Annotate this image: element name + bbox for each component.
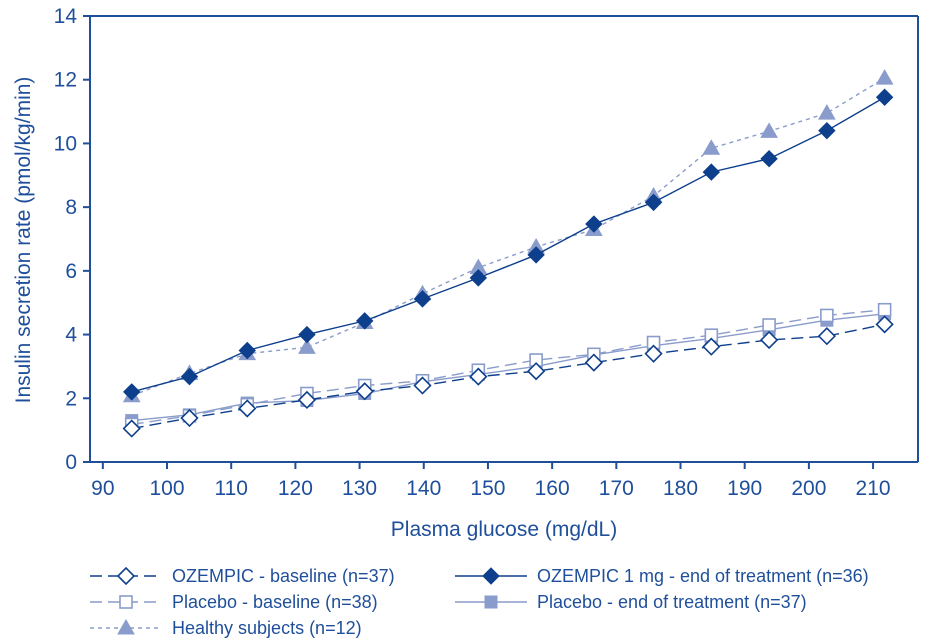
legend-item: OZEMPIC 1 mg - end of treatment (n=36) bbox=[455, 566, 869, 586]
data-point bbox=[875, 69, 894, 85]
y-tick-label: 6 bbox=[65, 260, 77, 283]
series bbox=[122, 69, 894, 438]
x-tick-label: 140 bbox=[406, 477, 441, 500]
data-point bbox=[526, 362, 546, 381]
data-point bbox=[702, 139, 721, 155]
x-ticks: 90 100 110 120 130 140 150 160 170 180 190 200 210 bbox=[91, 462, 891, 500]
data-point bbox=[760, 122, 778, 138]
legend-marker bbox=[119, 595, 133, 609]
data-point bbox=[469, 367, 488, 386]
series-2 bbox=[124, 302, 892, 432]
legend-marker bbox=[484, 595, 498, 609]
x-tick-label: 190 bbox=[727, 477, 762, 500]
axes bbox=[89, 15, 919, 463]
data-point bbox=[877, 302, 892, 317]
data-point bbox=[413, 290, 432, 308]
data-point bbox=[355, 382, 374, 401]
legend-label: Placebo - baseline (n=38) bbox=[172, 592, 378, 612]
data-point bbox=[644, 344, 663, 363]
legend-item: Healthy subjects (n=12) bbox=[90, 618, 362, 638]
data-point bbox=[817, 104, 836, 120]
x-tick-label: 110 bbox=[214, 477, 247, 500]
data-point bbox=[122, 419, 141, 438]
data-point bbox=[585, 215, 603, 233]
data-point bbox=[356, 312, 374, 330]
x-tick-label: 90 bbox=[91, 477, 114, 500]
legend: OZEMPIC - baseline (n=37) OZEMPIC 1 mg - … bbox=[90, 566, 869, 638]
data-point bbox=[760, 150, 778, 168]
legend-marker bbox=[482, 567, 500, 585]
data-point bbox=[469, 269, 488, 287]
data-point bbox=[527, 246, 545, 264]
x-axis-title: Plasma glucose (mg/dL) bbox=[391, 518, 617, 541]
legend-item: Placebo - end of treatment (n=37) bbox=[455, 592, 807, 612]
data-point bbox=[875, 315, 894, 334]
series-0 bbox=[122, 315, 894, 438]
x-tick-label: 160 bbox=[535, 477, 570, 500]
legend-marker bbox=[116, 566, 136, 586]
data-point bbox=[820, 308, 834, 323]
legend-label: Placebo - end of treatment (n=37) bbox=[537, 592, 807, 612]
series-line bbox=[131, 77, 885, 397]
y-axis-title: Insulin secretion rate (pmol/kg/min) bbox=[12, 77, 35, 404]
data-point bbox=[413, 376, 432, 395]
x-tick-label: 130 bbox=[342, 477, 377, 500]
legend-item: Placebo - baseline (n=38) bbox=[90, 592, 378, 612]
legend-item: OZEMPIC - baseline (n=37) bbox=[90, 566, 395, 586]
legend-label: OZEMPIC - baseline (n=37) bbox=[172, 566, 395, 586]
x-tick-label: 170 bbox=[599, 477, 634, 500]
data-point bbox=[762, 318, 776, 332]
series-4 bbox=[122, 69, 894, 403]
series-1 bbox=[123, 88, 894, 401]
x-tick-label: 150 bbox=[470, 477, 505, 500]
data-point bbox=[238, 341, 256, 360]
series-line bbox=[131, 96, 885, 393]
data-point bbox=[298, 338, 316, 354]
series-line bbox=[131, 323, 885, 430]
data-point bbox=[238, 399, 257, 418]
data-point bbox=[180, 367, 199, 386]
data-point bbox=[818, 121, 836, 140]
data-point bbox=[702, 337, 721, 356]
data-point bbox=[644, 193, 663, 212]
data-point bbox=[584, 353, 603, 372]
x-tick-label: 200 bbox=[791, 477, 826, 500]
y-tick-label: 12 bbox=[54, 69, 77, 92]
data-point bbox=[123, 383, 141, 401]
y-tick-label: 10 bbox=[54, 132, 77, 155]
data-point bbox=[702, 163, 721, 181]
y-tick-label: 4 bbox=[65, 324, 77, 347]
legend-label: Healthy subjects (n=12) bbox=[172, 618, 362, 638]
data-point bbox=[759, 330, 779, 350]
data-point bbox=[180, 408, 199, 428]
y-tick-label: 14 bbox=[54, 5, 78, 28]
x-tick-label: 210 bbox=[856, 477, 891, 500]
y-tick-label: 2 bbox=[65, 387, 77, 410]
data-point bbox=[297, 390, 317, 410]
x-tick-label: 180 bbox=[663, 477, 698, 500]
legend-marker bbox=[117, 618, 135, 635]
y-tick-label: 0 bbox=[65, 451, 77, 474]
y-ticks: 0 2 4 6 8 10 12 14 bbox=[54, 5, 90, 474]
series-line bbox=[131, 309, 885, 426]
x-tick-label: 100 bbox=[149, 477, 184, 500]
data-point bbox=[298, 325, 316, 344]
data-point bbox=[875, 88, 894, 106]
legend-label: OZEMPIC 1 mg - end of treatment (n=36) bbox=[537, 566, 869, 586]
data-point bbox=[817, 327, 836, 346]
x-tick-label: 120 bbox=[278, 477, 313, 500]
y-tick-label: 8 bbox=[65, 196, 77, 219]
